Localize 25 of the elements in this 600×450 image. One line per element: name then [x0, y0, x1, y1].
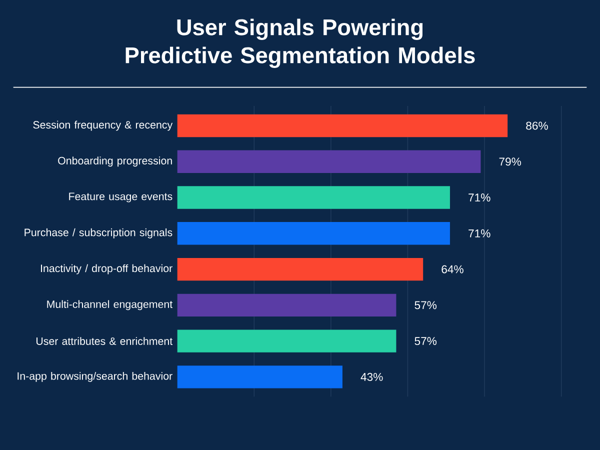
- data-label: 86%: [526, 122, 548, 130]
- bar: [177, 186, 450, 209]
- bar: [177, 114, 508, 138]
- data-label: 64%: [442, 265, 464, 274]
- data-label: 57%: [414, 301, 437, 310]
- data-label: 71%: [468, 194, 490, 202]
- y-tick-label: User attributes & enrichment: [36, 337, 173, 345]
- bar: [177, 150, 481, 173]
- bar: [177, 294, 396, 316]
- data-label: 57%: [414, 337, 437, 346]
- y-tick-label: Multi-channel engagement: [47, 300, 173, 310]
- bar: [177, 222, 450, 245]
- y-tick-label: Inactivity / drop-off behavior: [40, 264, 172, 274]
- y-tick-label: In-app browsing/search behavior: [18, 372, 172, 382]
- y-tick-label: Feature usage events: [69, 192, 172, 202]
- data-label: 79%: [499, 158, 522, 166]
- y-tick-label: Session frequency & recency: [33, 120, 173, 131]
- data-label: 43%: [360, 372, 383, 381]
- bar: [177, 366, 342, 388]
- bar: [177, 330, 396, 352]
- chart-title: User Signals Powering Predictive Segmentation Models: [126, 18, 475, 68]
- y-tick-label: Onboarding progression: [58, 156, 172, 167]
- y-tick-label: Purchase / subscription signals: [24, 228, 172, 238]
- bar: [177, 258, 424, 281]
- data-label: 71%: [468, 229, 490, 238]
